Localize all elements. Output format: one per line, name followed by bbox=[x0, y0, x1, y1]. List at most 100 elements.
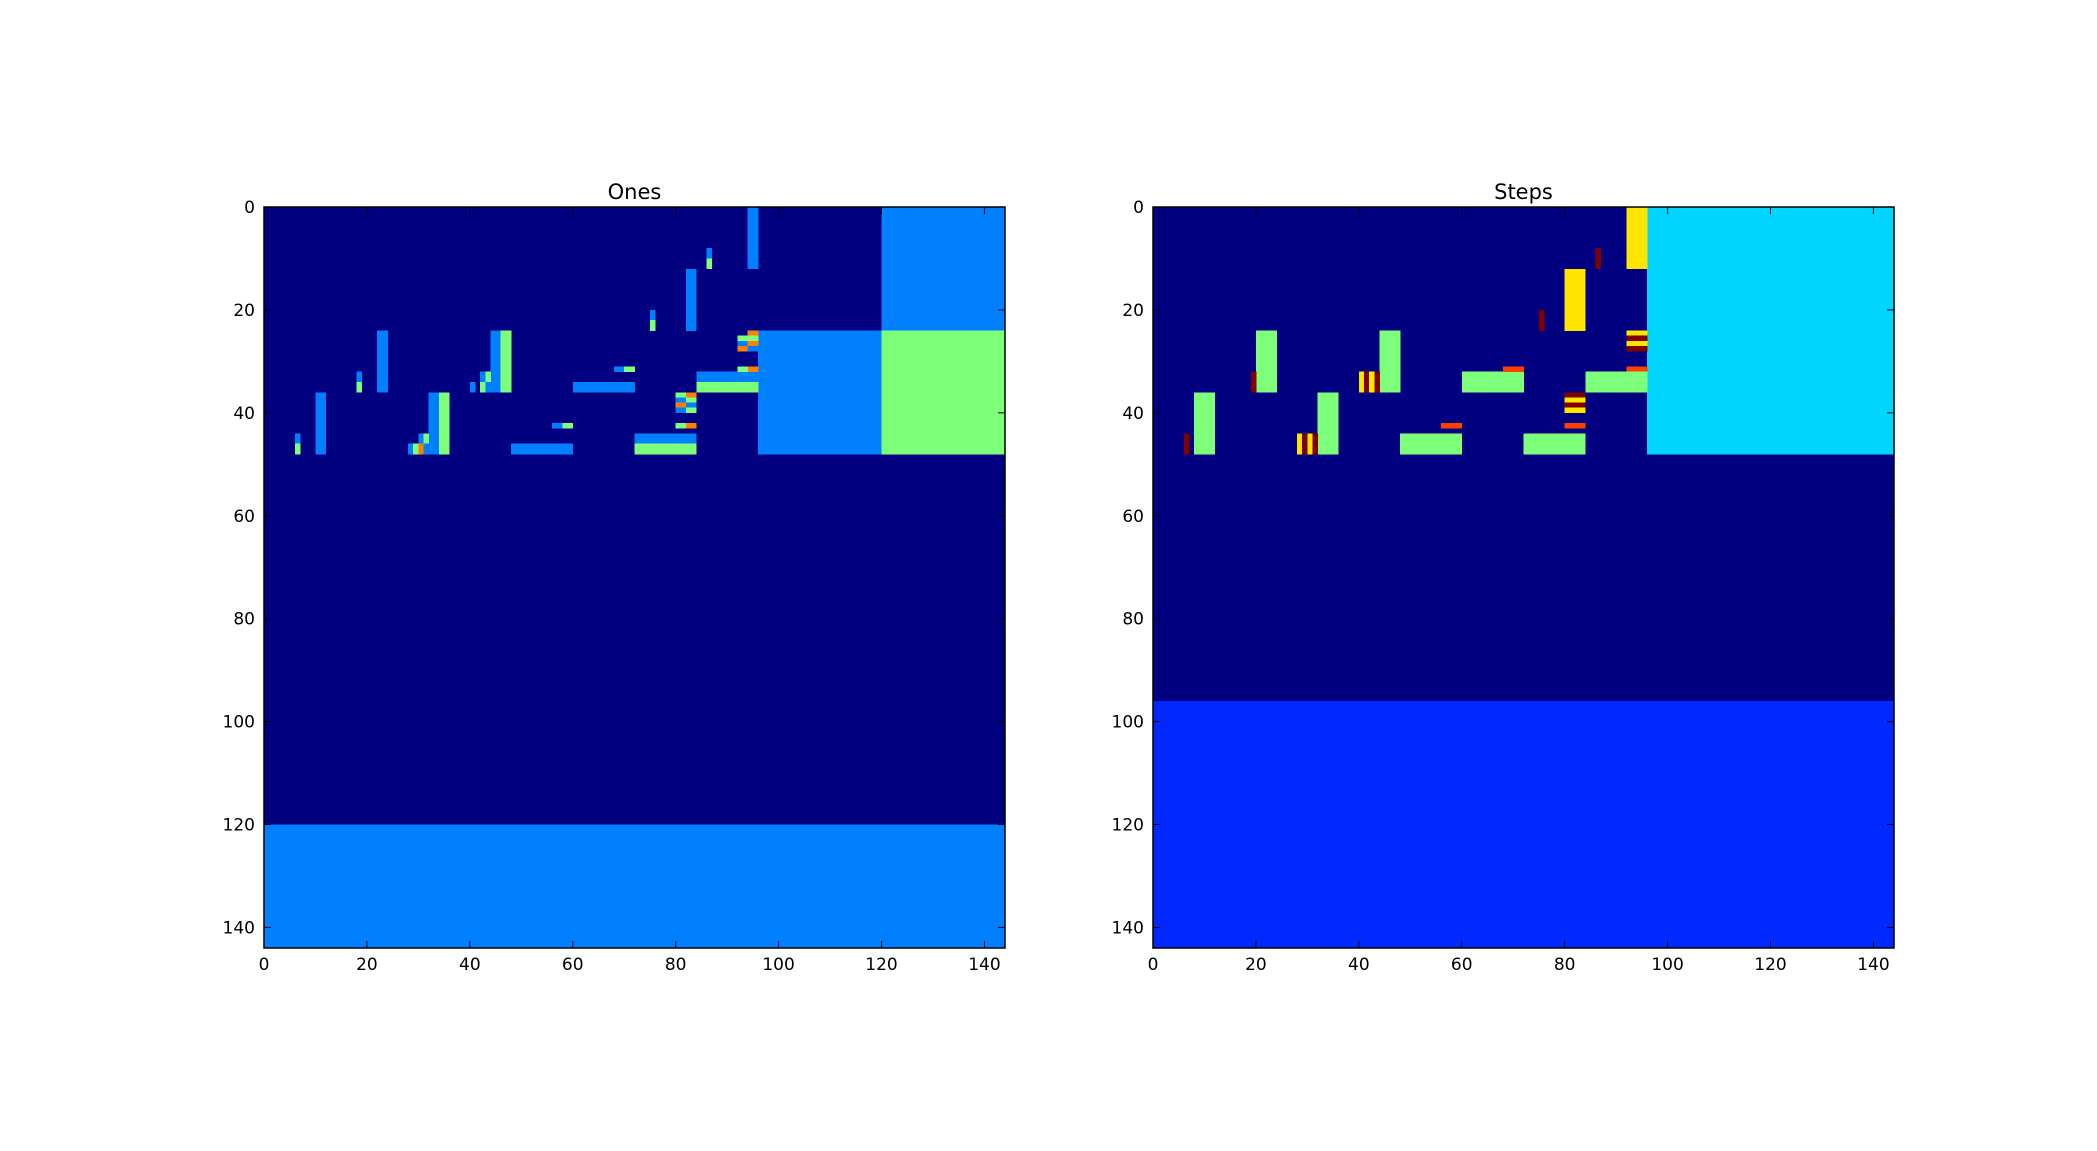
heatmap-cell-11 bbox=[490, 330, 502, 393]
heatmap-cell-0 bbox=[881, 207, 1006, 331]
x-tick-label: 0 bbox=[1148, 955, 1159, 975]
x-tick-label: 60 bbox=[562, 955, 584, 975]
x-tick-label: 100 bbox=[762, 955, 794, 975]
heatmap-cell-30 bbox=[1297, 433, 1303, 455]
heatmap-cell-12 bbox=[1626, 366, 1648, 373]
heatmap-cell-20 bbox=[356, 371, 363, 383]
heatmap-cell-42 bbox=[675, 423, 687, 429]
y-tick-label: 60 bbox=[1122, 507, 1144, 527]
heatmap-cell-50 bbox=[294, 443, 301, 455]
heatmap-cell-24 bbox=[1564, 397, 1586, 403]
heatmap-cell-31 bbox=[1302, 433, 1308, 455]
y-tick-label: 40 bbox=[233, 404, 255, 424]
heatmap-cell-9 bbox=[1626, 335, 1648, 342]
x-tick-label: 140 bbox=[968, 955, 1000, 975]
heatmap-cell-18 bbox=[1461, 371, 1524, 393]
x-tick-label: 120 bbox=[1754, 955, 1786, 975]
heatmap-cell-16 bbox=[747, 330, 759, 337]
heatmap-cell-27 bbox=[613, 366, 625, 373]
x-tick-label: 40 bbox=[459, 955, 481, 975]
heatmap-cell-4 bbox=[1564, 268, 1586, 331]
x-tick-label: 20 bbox=[1245, 955, 1267, 975]
heatmap-cell-45 bbox=[428, 392, 440, 455]
heatmap-cells-steps bbox=[1153, 207, 1895, 949]
heatmap-cell-15 bbox=[737, 345, 749, 352]
y-tick-label: 0 bbox=[1133, 198, 1144, 218]
y-tick-label: 120 bbox=[1112, 816, 1144, 836]
heatmap-cell-14 bbox=[1358, 371, 1365, 393]
heatmap-cell-14 bbox=[737, 340, 749, 347]
heatmap-cell-6 bbox=[1255, 330, 1277, 393]
heatmap-cell-16 bbox=[1369, 371, 1375, 393]
heatmap-cell-43 bbox=[685, 423, 697, 429]
heatmap-cell-29 bbox=[1183, 433, 1190, 455]
heatmap-cell-2 bbox=[881, 330, 1006, 455]
heatmap-cell-51 bbox=[418, 433, 424, 445]
heatmap-cell-22 bbox=[1317, 392, 1339, 455]
heatmap-cell-8 bbox=[1626, 330, 1648, 337]
heatmap-cell-59 bbox=[634, 443, 697, 455]
x-tick-label: 40 bbox=[1348, 955, 1370, 975]
heatmap-cell-35 bbox=[1523, 433, 1586, 455]
heatmap-cell-25 bbox=[485, 381, 491, 393]
heatmap-cell-36 bbox=[675, 397, 687, 403]
heatmap-cell-0 bbox=[1647, 207, 1895, 455]
heatmap-cell-7 bbox=[685, 268, 697, 331]
heatmap-cell-3 bbox=[1595, 248, 1602, 270]
heatmap-cell-23 bbox=[485, 371, 491, 383]
heatmap-cell-1 bbox=[758, 330, 882, 455]
y-tick-label: 80 bbox=[1122, 610, 1144, 630]
y-tick-label: 60 bbox=[233, 507, 255, 527]
heatmap-cell-41 bbox=[685, 407, 697, 414]
heatmap-cell-58 bbox=[634, 433, 697, 445]
x-tick-label: 140 bbox=[1857, 955, 1889, 975]
heatmap-cell-21 bbox=[1194, 392, 1216, 455]
heatmap-cell-29 bbox=[572, 381, 635, 393]
x-tick-label: 80 bbox=[1554, 955, 1576, 975]
axes-frame-steps bbox=[1152, 206, 1895, 949]
heatmap-cell-18 bbox=[747, 340, 759, 347]
heatmap-cell-3 bbox=[264, 824, 1006, 949]
heatmap-cell-1 bbox=[1153, 701, 1895, 949]
heatmap-cell-37 bbox=[685, 397, 697, 403]
heatmap-cell-35 bbox=[685, 392, 697, 398]
heatmap-cell-10 bbox=[1626, 340, 1648, 347]
heatmap-cell-32 bbox=[747, 366, 759, 373]
y-tick-label: 20 bbox=[233, 301, 255, 321]
heatmap-cell-39 bbox=[685, 402, 697, 409]
panel-title-ones: Ones bbox=[608, 180, 662, 204]
heatmap-cell-7 bbox=[1379, 330, 1401, 393]
heatmap-panel-steps: Steps 0 20 40 60 80 100 120 1400204060801001201… bbox=[1112, 180, 1895, 975]
heatmap-cell-5 bbox=[1538, 309, 1545, 331]
heatmap-cell-20 bbox=[1585, 371, 1648, 393]
y-tick-label: 0 bbox=[244, 198, 255, 218]
heatmap-cell-19 bbox=[1502, 366, 1524, 373]
y-tick-label: 140 bbox=[223, 918, 255, 938]
heatmap-cell-13 bbox=[1250, 371, 1257, 393]
heatmap-cell-19 bbox=[747, 345, 759, 352]
heatmap-cell-23 bbox=[1564, 392, 1586, 398]
heatmap-cell-53 bbox=[408, 443, 414, 455]
heatmap-cell-48 bbox=[562, 423, 574, 429]
heatmap-cell-28 bbox=[624, 366, 635, 373]
heatmap-cell-30 bbox=[696, 371, 759, 383]
x-tick-label: 60 bbox=[1451, 955, 1473, 975]
heatmap-cell-34 bbox=[675, 392, 687, 398]
heatmap-cell-17 bbox=[747, 335, 759, 342]
heatmap-cell-56 bbox=[423, 443, 430, 455]
y-tick-label: 120 bbox=[223, 816, 255, 836]
x-tick-label: 20 bbox=[356, 955, 378, 975]
heatmap-cell-8 bbox=[649, 309, 656, 321]
x-tick-label: 0 bbox=[259, 955, 270, 975]
heatmap-cell-47 bbox=[552, 423, 563, 429]
heatmap-cell-11 bbox=[1626, 345, 1648, 352]
heatmap-cell-13 bbox=[737, 335, 749, 342]
heatmap-cell-33 bbox=[1312, 433, 1319, 455]
heatmap-cell-33 bbox=[737, 366, 749, 373]
heatmap-cell-25 bbox=[1564, 402, 1586, 409]
x-tick-label: 80 bbox=[665, 955, 687, 975]
x-tick-label: 120 bbox=[865, 955, 897, 975]
heatmap-cell-27 bbox=[1564, 423, 1586, 429]
heatmap-cell-40 bbox=[675, 407, 687, 414]
